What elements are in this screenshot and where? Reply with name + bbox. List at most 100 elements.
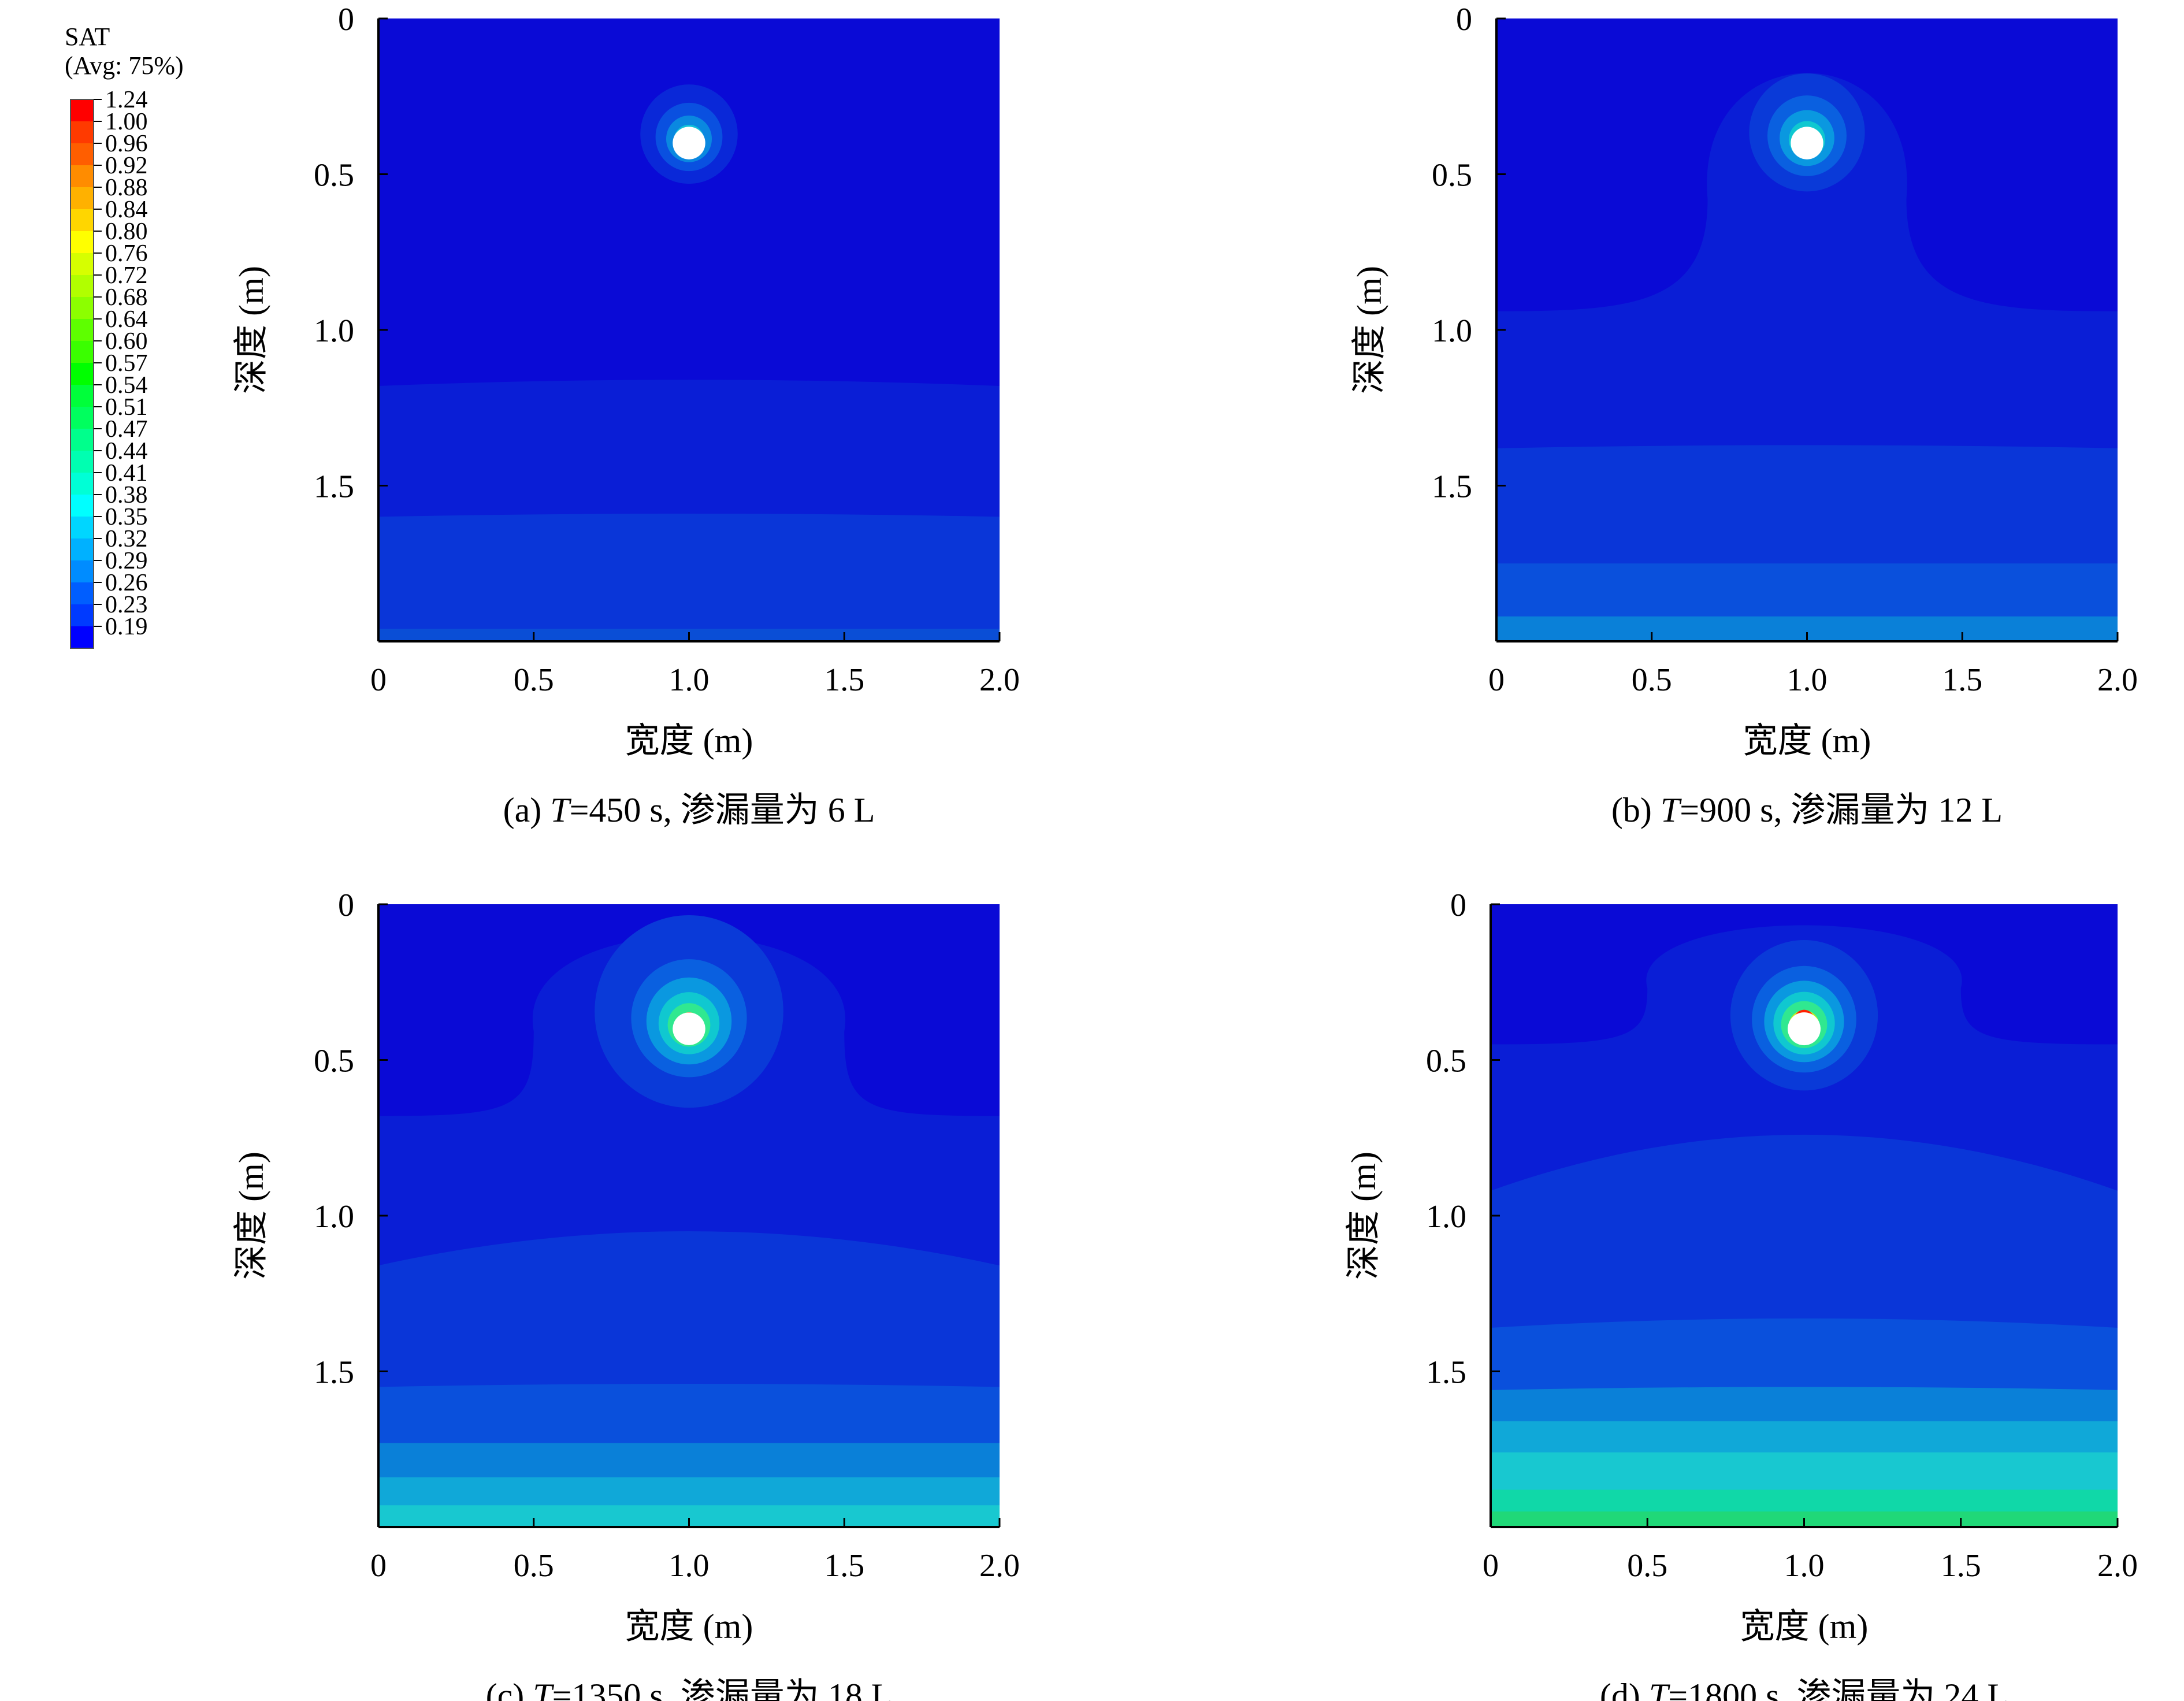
- contour-field: [1491, 904, 2118, 1527]
- caption-label: (b): [1611, 791, 1661, 829]
- legend-swatch: [70, 187, 94, 209]
- legend-value: 0.60: [105, 328, 148, 355]
- y-tick-label: 0.5: [314, 1043, 354, 1079]
- legend-value: 0.29: [105, 548, 148, 574]
- y-axis-label: 深度 (m): [1350, 266, 1388, 394]
- legend-swatch: [70, 626, 94, 648]
- legend-swatch: [70, 319, 94, 341]
- leak-source-hole: [673, 127, 705, 159]
- legend-value: 0.26: [105, 570, 148, 596]
- legend-value: 1.00: [105, 109, 148, 135]
- y-tick-label: 1.0: [314, 1199, 354, 1235]
- contour-band: [378, 514, 1000, 641]
- panel-a: 0 0.5 1.0 1.5 2.0 0 0.5 1.0 1.5 宽度 (m) 深度 (m) (a) T…: [232, 2, 1020, 829]
- legend-value: 0.72: [105, 262, 148, 289]
- x-axis-label: 宽度 (m): [1740, 1607, 1869, 1646]
- panel-caption: (d) T=1800 s, 渗漏量为 24 L: [1600, 1677, 2008, 1701]
- legend-swatch: [70, 385, 94, 407]
- y-axis-label: 深度 (m): [232, 266, 270, 394]
- y-axis-label: 深度 (m): [232, 1152, 270, 1280]
- legend-value: 0.38: [105, 482, 148, 508]
- x-tick-label: 2.0: [2097, 662, 2138, 698]
- leak-source-hole: [673, 1012, 705, 1045]
- y-tick-label: 1.0: [314, 313, 354, 349]
- x-tick-label: 1.0: [669, 1548, 710, 1584]
- y-tick-label: 0.5: [1432, 158, 1472, 194]
- caption-text: =1350 s, 渗漏量为 18 L: [552, 1677, 893, 1701]
- legend-swatch: [70, 582, 94, 604]
- legend-swatch: [70, 209, 94, 231]
- x-tick-label: 1.0: [669, 662, 710, 698]
- x-tick-label: 2.0: [979, 662, 1020, 698]
- legend-value: 0.54: [105, 372, 148, 399]
- caption-variable: T: [1649, 1677, 1670, 1701]
- caption-variable: T: [550, 791, 571, 829]
- x-axis-label: 宽度 (m): [625, 722, 753, 760]
- y-tick-label: 1.0: [1432, 313, 1472, 349]
- panel-caption: (a) T=450 s, 渗漏量为 6 L: [503, 791, 875, 829]
- y-axis-label: 深度 (m): [1344, 1152, 1383, 1280]
- leak-source-hole: [1791, 127, 1823, 159]
- y-tick-label: 0: [338, 2, 354, 38]
- x-tick-label: 0: [1483, 1548, 1499, 1584]
- legend-swatch: [70, 473, 94, 495]
- legend-value: 0.23: [105, 592, 148, 618]
- legend-swatch: [70, 99, 94, 121]
- y-tick-label: 0: [1450, 887, 1466, 923]
- legend-swatch: [70, 121, 94, 143]
- legend-value: 0.41: [105, 460, 148, 486]
- x-tick-label: 0.5: [514, 1548, 554, 1584]
- legend-value: 0.88: [105, 174, 148, 201]
- legend-swatch: [70, 297, 94, 319]
- x-tick-label: 1.5: [824, 662, 864, 698]
- x-tick-label: 0.5: [1632, 662, 1672, 698]
- caption-text: =1800 s, 渗漏量为 24 L: [1668, 1677, 2008, 1701]
- contour-field: [378, 904, 1000, 1527]
- y-tick-label: 0: [1456, 2, 1472, 38]
- panel-d: 0 0.5 1.0 1.5 2.0 0 0.5 1.0 1.5 宽度 (m) 深度 (m) (d) T…: [1344, 887, 2138, 1701]
- legend-swatch: [70, 538, 94, 560]
- contour-field: [378, 18, 1000, 641]
- contour-field: [1496, 18, 2118, 641]
- x-tick-label: 0: [370, 662, 387, 698]
- x-tick-label: 1.5: [1942, 662, 1982, 698]
- y-tick-label: 0.5: [1426, 1043, 1466, 1079]
- legend-swatch: [70, 363, 94, 385]
- caption-text: =450 s, 渗漏量为 6 L: [570, 791, 875, 829]
- legend-value: 1.24: [105, 87, 148, 113]
- caption-label: (c): [486, 1677, 533, 1701]
- y-tick-label: 1.0: [1426, 1199, 1466, 1235]
- y-tick-label: 0: [338, 887, 354, 923]
- caption-variable: T: [1661, 791, 1682, 829]
- x-tick-label: 1.0: [1787, 662, 1828, 698]
- x-axis-label: 宽度 (m): [1743, 722, 1871, 760]
- legend-value: 0.96: [105, 131, 148, 157]
- y-tick-label: 0.5: [314, 158, 354, 194]
- legend-swatch: [70, 429, 94, 451]
- legend-swatch: [70, 143, 94, 165]
- legend-value: 0.32: [105, 526, 148, 552]
- legend-value: 0.57: [105, 350, 148, 377]
- legend-value: 0.92: [105, 153, 148, 179]
- x-tick-label: 0: [370, 1548, 387, 1584]
- legend-swatch: [70, 275, 94, 297]
- legend-swatch: [70, 253, 94, 275]
- panel-b: 0 0.5 1.0 1.5 2.0 0 0.5 1.0 1.5 宽度 (m) 深度 (m) (b) T…: [1350, 2, 2138, 829]
- x-axis-label: 宽度 (m): [625, 1607, 753, 1646]
- legend-swatch: [70, 407, 94, 429]
- legend-swatch: [70, 451, 94, 473]
- legend-value: 0.84: [105, 196, 148, 223]
- x-tick-label: 1.5: [824, 1548, 864, 1584]
- legend-swatch: [70, 517, 94, 538]
- leak-source-hole: [1788, 1012, 1821, 1046]
- x-tick-label: 2.0: [979, 1548, 1020, 1584]
- legend-swatch: [70, 604, 94, 626]
- legend-value: 0.76: [105, 240, 148, 267]
- x-tick-label: 1.5: [1941, 1548, 1981, 1584]
- panel-c: 0 0.5 1.0 1.5 2.0 0 0.5 1.0 1.5 宽度 (m) 深度 (m) (c) T…: [232, 887, 1020, 1701]
- legend-swatch: [70, 495, 94, 517]
- x-tick-label: 0.5: [514, 662, 554, 698]
- legend-value: 0.19: [105, 614, 148, 640]
- legend-title: SAT: [65, 23, 110, 51]
